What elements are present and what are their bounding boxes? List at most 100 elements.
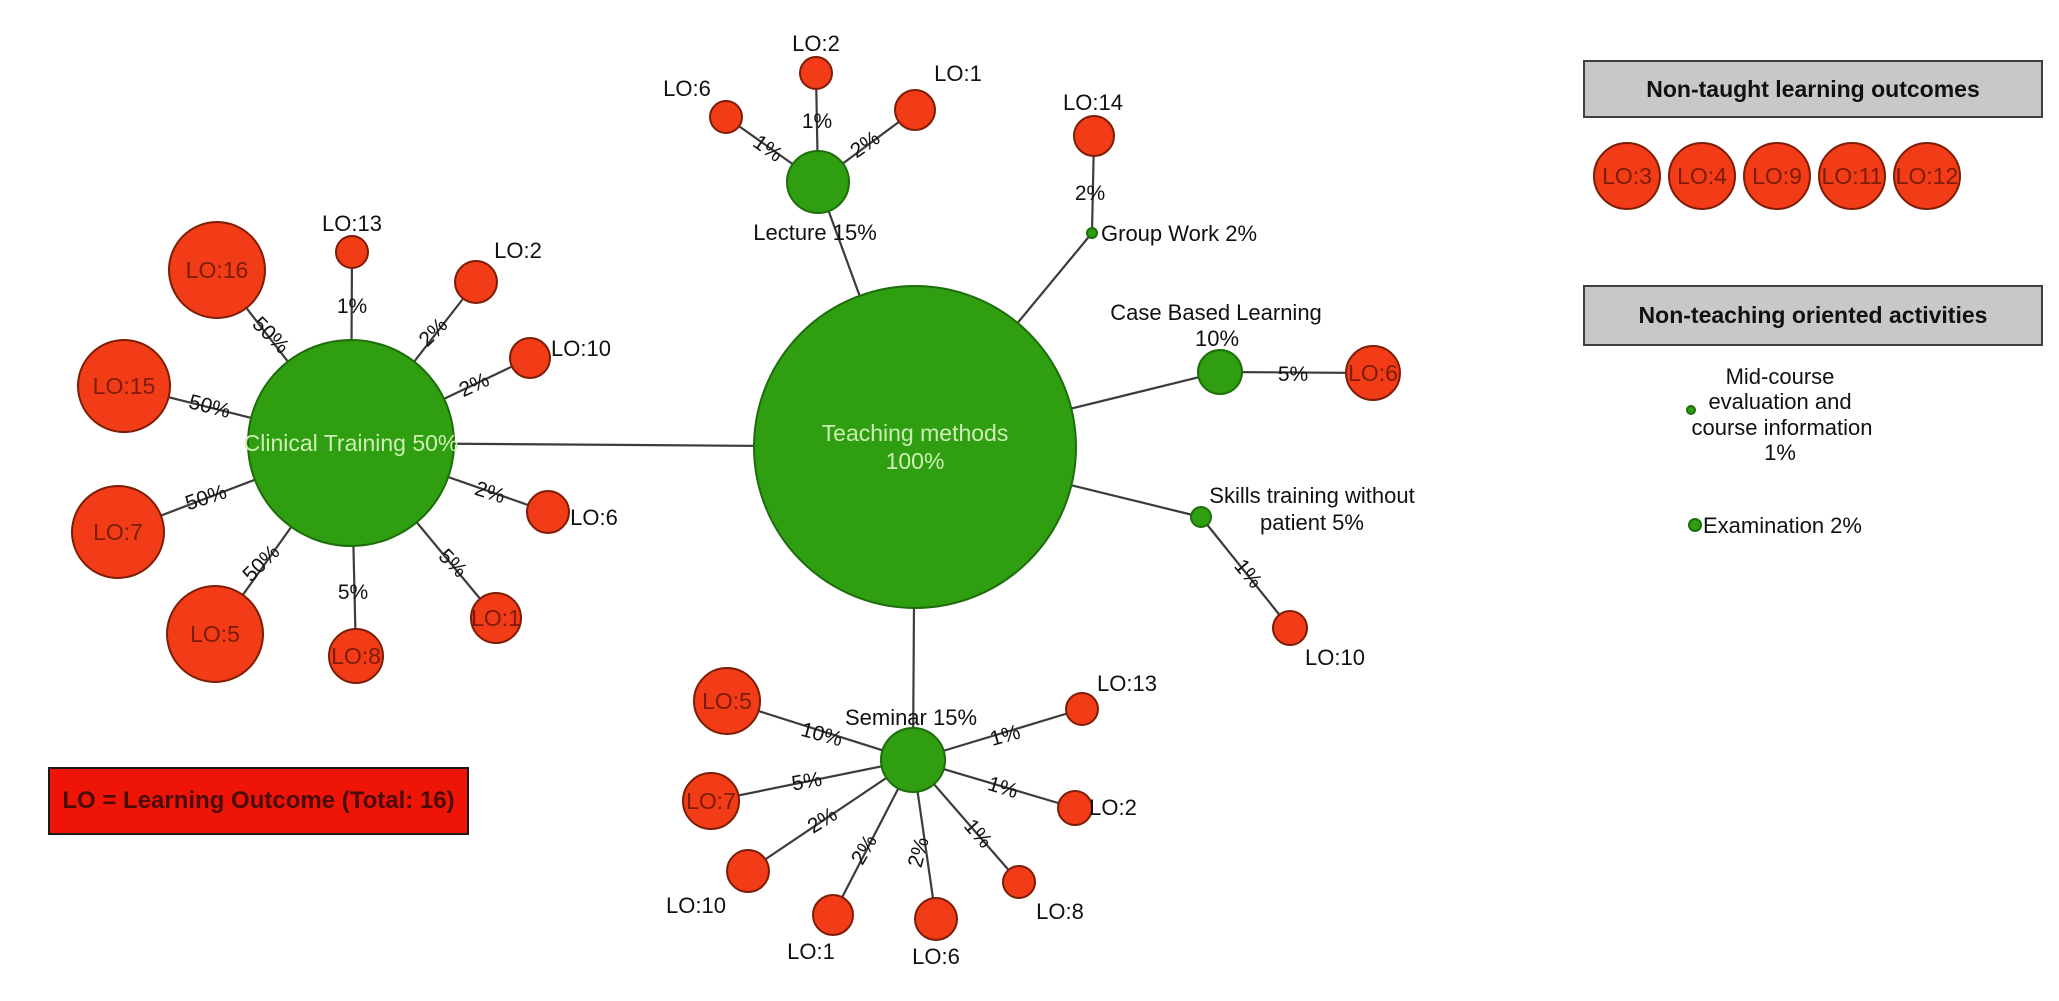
diagram-label: patient 5%: [1260, 510, 1364, 535]
legend-non-taught-box: Non-taught learning outcomes: [1583, 60, 2043, 118]
diagram-label: LO:2: [494, 238, 542, 263]
node-sem-lo7: [682, 772, 740, 830]
node-leg-lo4: [1668, 142, 1736, 210]
node-gw-lo14: [1073, 115, 1115, 157]
node-label-cbl-lo6: LO:6: [1348, 360, 1398, 386]
diagram-label: 2%: [804, 803, 842, 839]
diagram-label: 10%: [1195, 326, 1239, 351]
node-sem-lo13: [1065, 692, 1099, 726]
node-label-sem-lo5: LO:5: [702, 688, 752, 714]
diagram-label: 1%: [985, 772, 1021, 803]
node-label-ct-lo1: LO:1: [471, 605, 521, 631]
diagram-label: Mid-course: [1726, 364, 1835, 389]
diagram-label: 5%: [790, 768, 824, 796]
diagram-label: LO:2: [792, 31, 840, 56]
diagram-label: Lecture 15%: [753, 220, 877, 245]
node-ct-lo1: [470, 592, 522, 644]
node-label-teaching-methods: Teaching methods: [822, 420, 1009, 446]
node-midcourse-dot: [1686, 405, 1696, 415]
diagram-label: 10%: [798, 718, 845, 751]
diagram-label: LO:6: [570, 505, 618, 530]
node-sem-lo1: [812, 894, 854, 936]
diagram-label: LO:10: [1305, 645, 1365, 670]
diagram-label: 2%: [456, 368, 493, 402]
node-sem-lo5: [693, 667, 761, 735]
diagram-label: LO:14: [1063, 90, 1123, 115]
diagram-label: 50%: [182, 480, 229, 515]
diagram-label: Examination 2%: [1703, 513, 1862, 538]
diagram-label: Case Based Learning: [1110, 300, 1322, 325]
node-ct-lo8: [328, 628, 384, 684]
diagram-label: LO:1: [787, 939, 835, 964]
diagram-label: LO:13: [1097, 671, 1157, 696]
edge-seminar-sem-lo7: [710, 758, 914, 803]
node-label-leg-lo11: LO:11: [1822, 163, 1883, 189]
node-case-based-learning: [1197, 349, 1243, 395]
diagram-label: LO:6: [912, 944, 960, 969]
diagram-label: course information: [1692, 415, 1873, 440]
diagram-label: 1%: [802, 110, 832, 133]
diagram-label: LO:8: [1036, 899, 1084, 924]
node-label-ct-lo15: LO:15: [93, 373, 156, 399]
node-sem-lo2: [1057, 790, 1093, 826]
node-label-leg-lo9: LO:9: [1752, 163, 1802, 189]
diagram-label: LO:6: [663, 76, 711, 101]
node-label-leg-lo4: LO:4: [1677, 163, 1727, 189]
node-label-clinical-training: Clinical Training 50%: [244, 430, 459, 456]
node-ct-lo7: [71, 485, 165, 579]
node-leg-lo9: [1743, 142, 1811, 210]
node-label-sem-lo7: LO:7: [686, 788, 736, 814]
diagram-label: LO:2: [1089, 795, 1137, 820]
node-label-leg-lo12: LO:12: [1896, 163, 1959, 189]
node-sem-lo10: [726, 849, 770, 893]
diagram-label: 5%: [1278, 363, 1308, 386]
diagram-label: LO:1: [934, 61, 982, 86]
node-lec-lo1: [894, 89, 936, 131]
node-ct-lo13: [335, 235, 369, 269]
node-lec-lo6: [709, 100, 743, 134]
diagram-label: 5%: [338, 581, 368, 604]
diagram-label: evaluation and: [1708, 389, 1851, 414]
node-ct-lo5: [166, 585, 264, 683]
node-label-teaching-methods: 100%: [886, 448, 945, 474]
node-lec-lo2: [799, 56, 833, 90]
diagram-label: 2%: [1075, 182, 1105, 205]
diagram-label: 2%: [472, 477, 508, 508]
diagram-label: Skills training without: [1209, 483, 1414, 508]
node-leg-lo11: [1818, 142, 1886, 210]
diagram-label: 1%: [987, 721, 1023, 751]
node-ct-lo2: [454, 260, 498, 304]
diagram-label: 1%: [337, 295, 367, 318]
legend-non-teaching-box: Non-teaching oriented activities: [1583, 285, 2043, 346]
node-label-ct-lo5: LO:5: [190, 621, 240, 647]
node-sem-lo6: [914, 897, 958, 941]
node-seminar: [880, 727, 946, 793]
edge-skills-training-skills-lo10: [1200, 516, 1291, 629]
diagram-label: LO:13: [322, 211, 382, 236]
diagram-label: LO:10: [666, 893, 726, 918]
node-label-ct-lo7: LO:7: [93, 519, 143, 545]
diagram-label: LO:10: [551, 336, 611, 361]
diagram-label: Group Work 2%: [1101, 221, 1257, 246]
node-group-work: [1086, 227, 1098, 239]
node-ct-lo16: [168, 221, 266, 319]
node-leg-lo3: [1593, 142, 1661, 210]
node-sem-lo8: [1002, 865, 1036, 899]
diagram-label: 2%: [847, 831, 882, 869]
edge-seminar-sem-lo10: [747, 759, 914, 872]
diagram-label: 50%: [186, 390, 232, 422]
diagram-label: Seminar 15%: [845, 705, 977, 730]
node-label-ct-lo16: LO:16: [186, 257, 249, 283]
node-label-leg-lo3: LO:3: [1602, 163, 1652, 189]
node-lecture: [786, 150, 850, 214]
node-label-ct-lo8: LO:8: [331, 643, 381, 669]
node-skills-lo10: [1272, 610, 1308, 646]
node-ct-lo15: [77, 339, 171, 433]
node-cbl-lo6: [1345, 345, 1401, 401]
diagram-label: 1%: [1764, 440, 1796, 465]
lo-note-box: LO = Learning Outcome (Total: 16): [48, 767, 469, 835]
node-ct-lo10: [509, 337, 551, 379]
node-examination-dot: [1688, 518, 1702, 532]
